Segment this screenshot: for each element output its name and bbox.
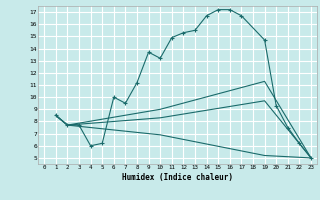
X-axis label: Humidex (Indice chaleur): Humidex (Indice chaleur): [122, 173, 233, 182]
